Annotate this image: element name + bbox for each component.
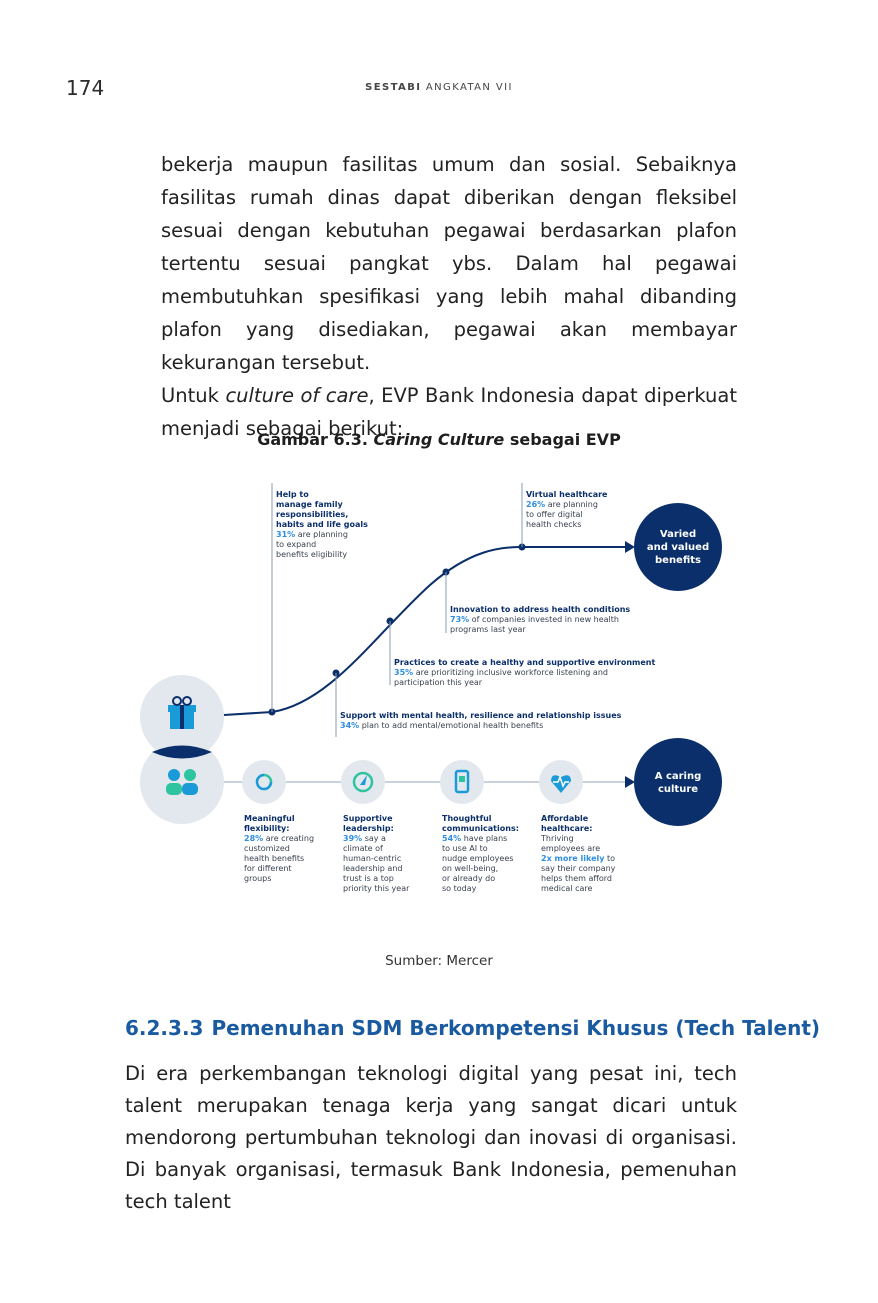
circle-overlap-lens: [152, 745, 212, 759]
pillar-1-detail-4: groups: [244, 874, 271, 883]
intro-p2-italic: culture of care: [225, 384, 369, 407]
section-heading: 6.2.3.3 Pemenuhan SDM Berkompetensi Khusu…: [125, 1016, 820, 1040]
pillar-2-detail-2: human-centric: [343, 854, 401, 863]
pillar-4-detail-5: medical care: [541, 884, 592, 893]
pillar-1-detail-1: customized: [244, 844, 290, 853]
pillar-1-circle: [242, 760, 286, 804]
intro-p2-post: , EVP Bank Indonesia dapat diperkuat men…: [161, 384, 737, 440]
page-number: 174: [66, 76, 105, 100]
intro-p2-pre: Untuk: [161, 384, 226, 407]
pillar-2-detail-4: trust is a top: [343, 874, 394, 883]
figure-caption-post: sebagai EVP: [504, 430, 621, 449]
section-body: Di era perkembangan teknologi digital ya…: [125, 1058, 737, 1218]
people-icon: [166, 769, 198, 795]
bottom-goal-label-2: culture: [658, 784, 698, 795]
figure-source: Sumber: Mercer: [385, 953, 493, 969]
milestone-5-title-1: Virtual healthcare: [526, 490, 608, 499]
pillar-2-detail-5: priority this year: [343, 884, 410, 893]
pillar-1-detail-3: for different: [244, 864, 292, 873]
intro-paragraph-1: bekerja maupun fasilitas umum dan sosial…: [161, 153, 737, 374]
gift-icon: [168, 696, 196, 729]
pillar-3-title-2: communications:: [442, 824, 519, 833]
milestone-1-detail-2: benefits eligibility: [276, 550, 347, 559]
pillar-4-detail-2: 2x more likely to: [541, 854, 615, 863]
pillar-1-detail-2: health benefits: [244, 854, 304, 863]
section-number: 6.2.3.3: [125, 1016, 204, 1040]
pillars-arrow-head: [625, 776, 635, 788]
milestone-2-title-1: Support with mental health, resilience a…: [340, 711, 622, 720]
pillar-3-detail-2: nudge employees: [442, 854, 513, 863]
pillar-1-title-1: Meaningful: [244, 814, 295, 823]
running-header: SESTABI ANGKATAN VII: [0, 82, 878, 93]
pillar-4-detail-4: helps them afford: [541, 874, 612, 883]
milestone-1-title-2: manage family: [276, 500, 343, 509]
pillar-3-detail-5: so today: [442, 884, 477, 893]
milestone-2-stat: 34% plan to add mental/emotional health …: [340, 721, 543, 730]
pillar-3-detail-3: on well-being,: [442, 864, 498, 873]
figure-caption: Gambar 6.3. Caring Culture sebagai EVP: [0, 430, 878, 449]
milestone-1-title-4: habits and life goals: [276, 520, 368, 529]
pillar-2-detail-1: climate of: [343, 844, 383, 853]
section-title: Pemenuhan SDM Berkompetensi Khusus (Tech…: [211, 1016, 821, 1040]
milestone-1-stat: 31% are planning: [276, 530, 348, 539]
pillar-3-stat: 54% have plans: [442, 834, 507, 843]
phone-icon: [454, 769, 470, 794]
pillar-4-title-1: Affordable: [541, 814, 589, 823]
milestone-4-title-1: Innovation to address health conditions: [450, 605, 630, 614]
curve-arrow-head: [625, 541, 635, 553]
running-header-bold: SESTABI: [365, 82, 422, 93]
milestone-3-title-1: Practices to create a healthy and suppor…: [394, 658, 655, 667]
top-goal-label-2: and valued: [647, 542, 709, 553]
section-paragraph: Di era perkembangan teknologi digital ya…: [125, 1062, 737, 1213]
pillar-2-detail-3: leadership and: [343, 864, 402, 873]
intro-paragraph-2: Untuk culture of care, EVP Bank Indonesi…: [161, 379, 737, 445]
running-header-rest: ANGKATAN VII: [421, 82, 513, 93]
people-circle: [140, 740, 224, 824]
milestone-1-title-3: responsibilities,: [276, 510, 348, 519]
compass-icon: [352, 771, 374, 793]
top-goal-circle: [634, 503, 722, 591]
pillar-4-stat: Thriving: [540, 834, 574, 843]
bottom-goal-label-1: A caring: [655, 771, 702, 782]
pillar-1-stat: 28% are creating: [244, 834, 314, 843]
milestone-4-stat: 73% of companies invested in new health: [450, 615, 619, 624]
pillar-4-title-2: healthcare:: [541, 824, 593, 833]
pillar-3-detail-1: to use AI to: [442, 844, 488, 853]
milestone-1-title-1: Help to: [276, 490, 309, 499]
pillar-2-stat: 39% say a: [343, 834, 386, 843]
milestone-3-detail-1: participation this year: [394, 678, 483, 687]
pillar-2-title-1: Supportive: [343, 814, 393, 823]
figure-caption-italic: Caring Culture: [373, 430, 505, 449]
pillar-3-title-1: Thoughtful: [442, 814, 492, 823]
pillar-3-detail-4: or already do: [442, 874, 495, 883]
milestone-4-detail-1: programs last year: [450, 625, 526, 634]
milestone-3-stat: 35% are prioritizing inclusive workforce…: [394, 668, 608, 677]
pillar-4-detail-1: employees are: [541, 844, 600, 853]
pillar-4-detail-3: say their company: [541, 864, 616, 873]
growth-curve: [223, 546, 625, 716]
milestone-1-detail-1: to expand: [276, 540, 316, 549]
top-goal-label-3: benefits: [655, 555, 701, 566]
heart-pulse-icon: [551, 774, 571, 793]
top-goal-label-1: Varied: [660, 529, 696, 540]
milestone-5-detail-1: to offer digital: [526, 510, 583, 519]
intro-text: bekerja maupun fasilitas umum dan sosial…: [161, 148, 737, 445]
loop-icon: [255, 773, 273, 791]
milestone-5-detail-2: health checks: [526, 520, 581, 529]
pillar-1-title-2: flexibility:: [244, 824, 289, 833]
figure-caption-pre: Gambar 6.3.: [257, 430, 374, 449]
pillar-2-title-2: leadership:: [343, 824, 394, 833]
bottom-goal-circle: [634, 738, 722, 826]
milestone-5-stat: 26% are planning: [526, 500, 598, 509]
